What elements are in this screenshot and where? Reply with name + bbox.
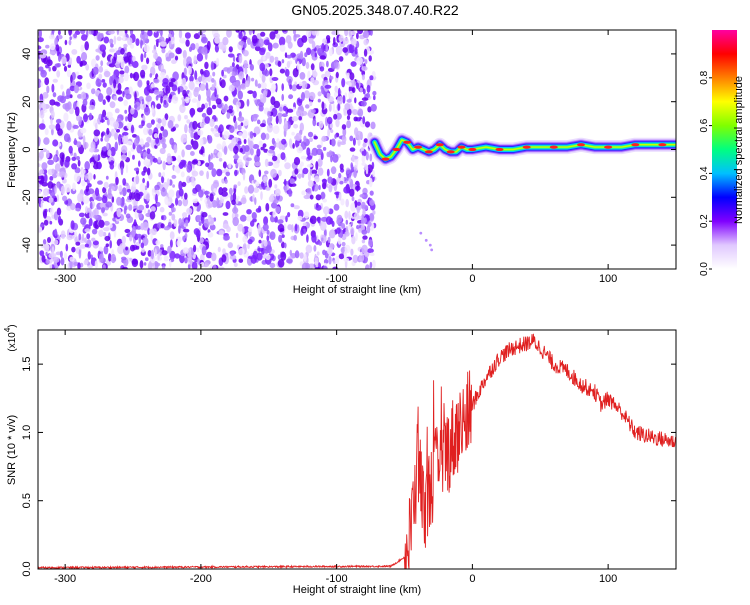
x-tick-label: -100 (326, 573, 348, 585)
y-tick-label: 0.5 (21, 493, 33, 508)
snr-y-ticks: 0.0 0.5 1.0 1.5 (21, 356, 676, 577)
y-tick-label: 1.0 (21, 425, 33, 440)
signal-peak (424, 150, 433, 154)
signal-peak (435, 143, 444, 147)
colorbar-tick-label: 0.4 (699, 166, 710, 180)
signal-peak (457, 145, 466, 149)
stray-dot (419, 231, 423, 235)
spectrogram-y-ticks: -40 -20 0 20 40 (21, 48, 676, 253)
spectrogram-x-ticks: -300 -200 -100 0 100 (54, 30, 617, 285)
snr-x-ticks: -300 -200 -100 0 100 (54, 330, 617, 585)
snr-ylabel: SNR (10 * v/v) (6, 415, 18, 485)
colorbar-tick-label: 0.8 (699, 70, 710, 84)
snr-scale-text: (x10 (7, 332, 18, 352)
snr-scale-exponent: 4 (3, 327, 12, 332)
stray-dot (430, 248, 434, 252)
signal-peak (446, 150, 455, 154)
signal-peak (381, 157, 390, 161)
x-tick-label: -200 (190, 573, 212, 585)
signal-peak (414, 145, 423, 149)
snr-scale-label: (x104) (3, 324, 18, 351)
signal-trace-band (373, 139, 676, 160)
x-tick-label: -300 (54, 573, 76, 585)
colorbar (712, 30, 737, 269)
signal-peak (468, 147, 477, 152)
colorbar-tick-label: 0.6 (699, 118, 710, 132)
colorbar-tick-label: 0.0 (699, 262, 710, 276)
x-tick-label: 0 (469, 573, 475, 585)
signal-peak (392, 147, 401, 152)
snr-plot (38, 333, 676, 569)
x-tick-label: -200 (190, 273, 212, 285)
colorbar-label: Normalized spectral amplitude (733, 76, 745, 224)
x-tick-label: 100 (599, 573, 617, 585)
spectrogram-xlabel: Height of straight line (km) (293, 284, 421, 296)
y-tick-label: 0 (21, 146, 33, 152)
signal-peak (495, 147, 504, 152)
x-tick-label: -100 (326, 273, 348, 285)
signal-peak (403, 140, 412, 144)
signal-peak (549, 145, 558, 149)
y-tick-label: 0.0 (21, 561, 33, 576)
y-tick-label: 40 (21, 48, 33, 60)
spectrogram-ylabel: Frequency (Hz) (6, 112, 18, 188)
signal-peak (604, 145, 613, 149)
signal-peak (658, 143, 667, 147)
colorbar-ticks: 0.0 0.2 0.4 0.6 0.8 (699, 70, 712, 276)
spectrogram-plot (38, 30, 676, 269)
y-tick-label: -40 (21, 237, 33, 253)
y-tick-label: 1.5 (21, 356, 33, 371)
colorbar-tick-label: 0.2 (699, 214, 710, 228)
signal-peak (577, 143, 585, 147)
x-tick-label: 100 (599, 273, 617, 285)
snr-xlabel: Height of straight line (km) (293, 584, 421, 596)
stray-dot (428, 243, 432, 247)
stray-dot (424, 238, 428, 242)
y-tick-label: 20 (21, 96, 33, 108)
snr-frame (37, 329, 677, 570)
x-tick-label: -300 (54, 273, 76, 285)
chart-title: GN05.2025.348.07.40.R22 (291, 2, 459, 18)
y-tick-label: -20 (21, 189, 33, 205)
x-tick-label: 0 (469, 273, 475, 285)
snr-series-line (38, 333, 676, 569)
signal-peak (631, 143, 640, 147)
svg-text:(x104): (x104) (3, 324, 18, 351)
signal-peak (522, 145, 531, 149)
noise-speckle (38, 30, 377, 269)
